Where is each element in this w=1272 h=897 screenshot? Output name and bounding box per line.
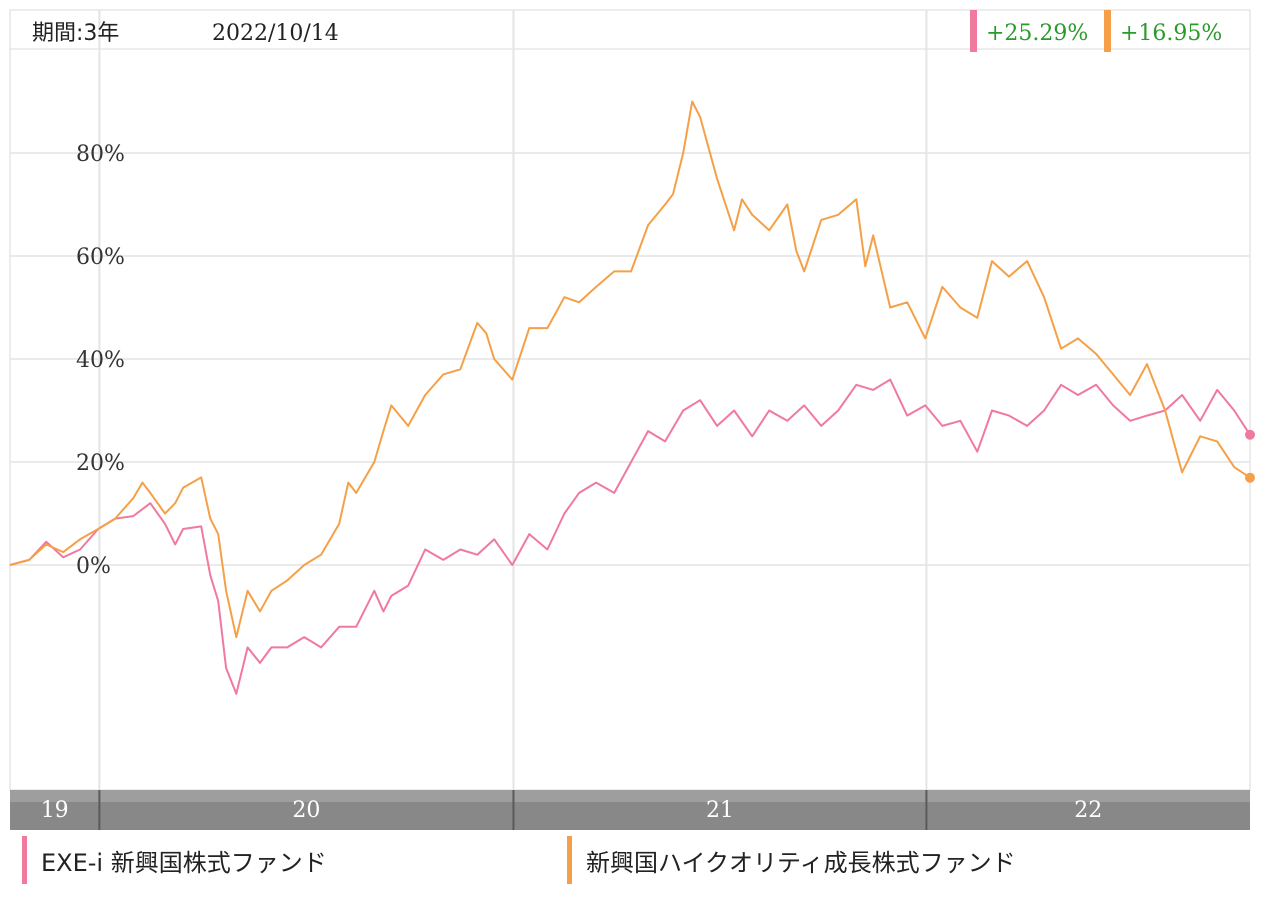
performance-line-chart: 0% 20% 40% 60% 80% 19 20 21 22 期間:3年 2022/10/14… — [9, 9, 1255, 830]
series-line-2 — [9, 100, 1251, 639]
legend-color-2 — [567, 836, 572, 884]
y-tick-label: 80% — [76, 142, 125, 167]
plot-frame — [9, 9, 1251, 791]
legend-item-1: EXE-i 新興国株式ファンド — [22, 836, 327, 884]
current-date: 2022/10/14 — [212, 21, 339, 46]
y-tick-label: 60% — [76, 245, 125, 270]
year-label: 21 — [706, 798, 734, 823]
legend-item-2: 新興国ハイクオリティ成長株式ファンド — [567, 836, 1016, 884]
chart-header: 期間:3年 2022/10/14 +25.29% +16.95% — [32, 10, 1222, 52]
legend-label-2: 新興国ハイクオリティ成長株式ファンド — [586, 848, 1016, 877]
y-tick-label: 40% — [76, 348, 125, 373]
y-axis-labels: 0% 20% 40% 60% 80% — [76, 142, 125, 579]
return-1-value: +25.29% — [986, 21, 1088, 46]
year-band-highlight — [10, 790, 1250, 802]
y-tick-label: 0% — [76, 554, 111, 579]
y-tick-label: 20% — [76, 451, 125, 476]
legend-color-1 — [22, 836, 27, 884]
chart-grid — [9, 9, 1251, 791]
return-1-marker — [970, 10, 977, 52]
year-label: 22 — [1074, 798, 1102, 823]
year-label: 20 — [292, 798, 320, 823]
legend-label-1: EXE-i 新興国株式ファンド — [41, 848, 327, 877]
return-2-value: +16.95% — [1120, 21, 1222, 46]
series-end-point-1 — [1245, 429, 1255, 440]
return-2-marker — [1104, 10, 1111, 52]
year-label: 19 — [41, 798, 69, 823]
series-line-1 — [9, 378, 1251, 695]
year-axis-band: 19 20 21 22 — [10, 790, 1250, 830]
period-label: 期間:3年 — [32, 21, 119, 46]
series-end-point-2 — [1245, 472, 1255, 483]
chart-series — [9, 100, 1255, 695]
